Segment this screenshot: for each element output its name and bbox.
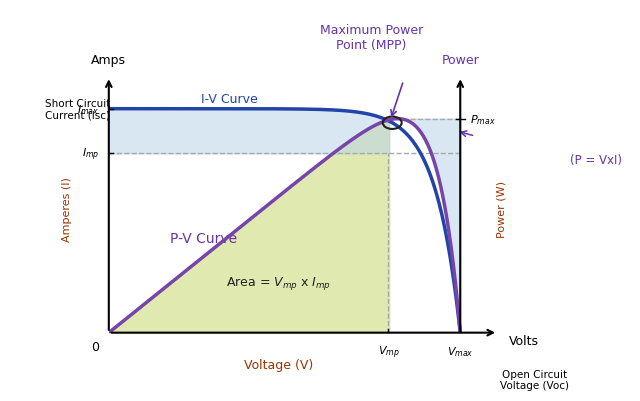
Text: Short Circuit
Current (Isc): Short Circuit Current (Isc) — [45, 99, 110, 120]
Text: $V_{max}$: $V_{max}$ — [447, 344, 474, 358]
Text: $I_{mp}$: $I_{mp}$ — [82, 146, 99, 162]
Text: $I_{max}$: $I_{max}$ — [77, 103, 99, 116]
Text: Amps: Amps — [92, 54, 126, 67]
Text: Maximum Power
Point (MPP): Maximum Power Point (MPP) — [319, 24, 423, 52]
Text: Area = $V_{mp}$ x $I_{mp}$: Area = $V_{mp}$ x $I_{mp}$ — [227, 275, 332, 292]
Text: Volts: Volts — [509, 334, 540, 347]
Text: Power: Power — [442, 54, 479, 67]
Text: Open Circuit
Voltage (Voc): Open Circuit Voltage (Voc) — [500, 369, 569, 391]
Text: (P = VxI): (P = VxI) — [570, 154, 621, 167]
Text: Amperes (I): Amperes (I) — [62, 176, 72, 241]
Text: P-V Curve: P-V Curve — [170, 231, 237, 245]
Text: I-V Curve: I-V Curve — [202, 93, 258, 106]
Text: 0: 0 — [92, 340, 99, 353]
Text: $V_{mp}$: $V_{mp}$ — [378, 344, 399, 360]
Text: Power (W): Power (W) — [497, 180, 507, 237]
Text: Voltage (V): Voltage (V) — [244, 358, 314, 371]
Text: $P_{max}$: $P_{max}$ — [470, 112, 495, 126]
